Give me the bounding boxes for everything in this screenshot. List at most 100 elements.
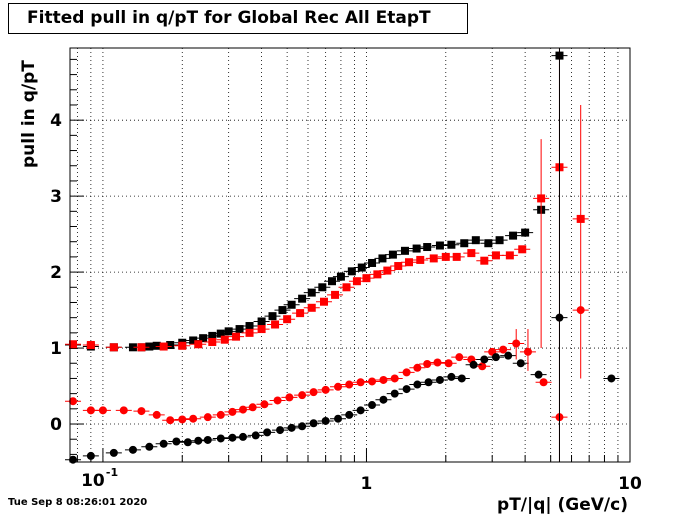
data-point <box>413 380 422 389</box>
data-point <box>86 451 95 460</box>
data-point <box>379 375 388 384</box>
data-point <box>504 351 513 360</box>
data-point <box>368 377 377 386</box>
data-point <box>273 396 282 405</box>
data-point <box>518 245 527 254</box>
x-tick-label: 1 <box>361 474 373 494</box>
data-point <box>166 416 175 425</box>
data-point <box>521 228 530 237</box>
data-point <box>480 355 489 364</box>
data-point <box>368 258 377 267</box>
data-point <box>452 252 461 261</box>
data-point <box>307 288 316 297</box>
data-point <box>189 336 198 345</box>
data-point <box>435 375 444 384</box>
data-point <box>298 391 307 400</box>
data-point <box>321 385 330 394</box>
data-point <box>208 337 217 346</box>
data-point <box>516 359 525 368</box>
y-tick-label: 3 <box>50 187 62 207</box>
data-point <box>268 312 277 321</box>
data-point <box>457 374 466 383</box>
data-point <box>345 410 354 419</box>
data-point <box>69 340 78 349</box>
data-point <box>334 414 343 423</box>
data-point <box>400 246 409 255</box>
data-point <box>251 431 260 440</box>
data-point <box>390 374 399 383</box>
data-point <box>539 378 548 387</box>
data-point <box>390 389 399 398</box>
data-point <box>216 329 225 338</box>
data-point <box>469 360 478 369</box>
data-point <box>357 263 366 272</box>
data-point <box>379 395 388 404</box>
x-tick-label: 10 <box>618 474 642 494</box>
data-point <box>69 397 78 406</box>
data-point <box>307 303 316 312</box>
timestamp: Tue Sep 8 08:26:01 2020 <box>8 497 148 508</box>
data-point <box>331 290 340 299</box>
data-point <box>194 436 203 445</box>
data-point <box>435 241 444 250</box>
data-point <box>394 262 403 271</box>
data-point <box>471 236 480 245</box>
data-point <box>455 353 464 362</box>
data-point <box>86 406 95 415</box>
x-tick-label-exponent: -1 <box>106 466 118 479</box>
data-point <box>404 258 413 267</box>
data-point <box>159 342 168 351</box>
data-point <box>152 341 161 350</box>
x-tick-label: 10 <box>81 471 105 491</box>
data-point <box>98 406 107 415</box>
data-point <box>109 343 118 352</box>
data-point <box>194 340 203 349</box>
data-point <box>159 439 168 448</box>
data-point <box>235 325 244 334</box>
data-point <box>278 306 287 315</box>
data-point <box>478 362 487 371</box>
y-axis-label: pull in q/pT <box>19 60 39 168</box>
series-3 <box>65 313 620 464</box>
data-point <box>509 231 518 240</box>
data-point <box>216 410 225 419</box>
data-point <box>263 428 272 437</box>
data-point <box>402 368 411 377</box>
series-2 <box>65 306 589 425</box>
data-point <box>208 331 217 340</box>
data-point <box>319 297 328 306</box>
y-tick-label: 2 <box>50 263 62 283</box>
data-point <box>128 343 137 352</box>
data-point <box>505 251 514 260</box>
data-point <box>447 240 456 249</box>
data-point <box>423 360 432 369</box>
data-point <box>484 239 493 248</box>
data-point <box>352 277 361 286</box>
data-point <box>145 342 154 351</box>
data-point <box>287 423 296 432</box>
y-tick-label: 0 <box>50 415 62 435</box>
data-point <box>495 236 504 245</box>
data-point <box>276 426 285 435</box>
data-point <box>298 422 307 431</box>
data-point <box>416 255 425 264</box>
y-error-bars <box>515 48 582 462</box>
tick-layer <box>70 58 631 462</box>
data-point <box>321 416 330 425</box>
data-point <box>447 372 456 381</box>
data-point <box>318 283 327 292</box>
data-point <box>328 277 337 286</box>
data-point <box>238 405 247 414</box>
data-point <box>86 341 95 350</box>
data-point <box>413 363 422 372</box>
data-point <box>429 254 438 263</box>
data-point <box>178 341 187 350</box>
data-point <box>362 274 371 283</box>
data-point <box>248 403 257 412</box>
data-point <box>245 328 254 337</box>
data-point <box>534 370 543 379</box>
data-point <box>491 353 500 362</box>
data-point <box>480 256 489 265</box>
